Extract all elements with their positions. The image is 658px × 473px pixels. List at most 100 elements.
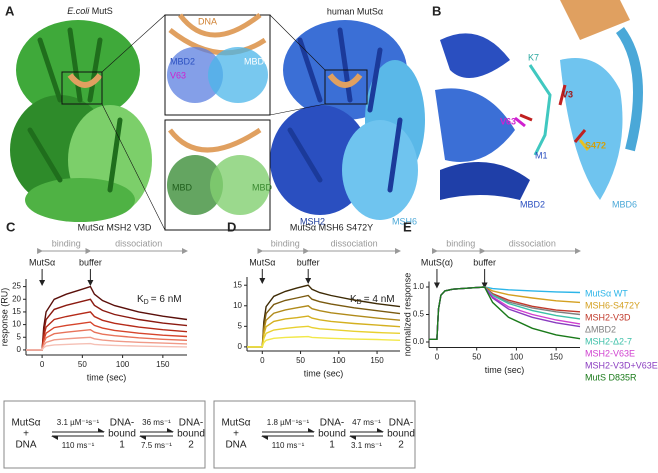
- data-line: [247, 325, 401, 348]
- rate: 1.8 µM⁻¹s⁻¹: [267, 418, 310, 427]
- x-tick-label: 0: [435, 353, 440, 362]
- data-line: [247, 284, 401, 348]
- legend-entry: MutS D835R: [585, 372, 637, 382]
- y-tick-label: 0.0: [413, 337, 425, 346]
- data-line: [26, 336, 188, 351]
- event-label: MutS(α): [421, 257, 453, 267]
- panel-letter: C: [6, 219, 16, 234]
- label: MBD6: [612, 199, 637, 209]
- label: MBD2: [170, 56, 195, 66]
- label: MSH6: [392, 216, 417, 226]
- event-label: MutSα: [249, 257, 275, 267]
- data-line: [26, 328, 188, 351]
- species: MutSα: [11, 418, 40, 429]
- data-line: [247, 294, 401, 348]
- protein: MutS: [92, 6, 113, 16]
- label: MBD6: [244, 56, 269, 66]
- legend-entry: MSH2-V3D: [585, 312, 631, 322]
- insets: [101, 13, 326, 231]
- rate: 3.1 ms⁻¹: [351, 441, 382, 450]
- y-tick-label: 0: [238, 342, 243, 351]
- y-tick-label: 0: [17, 345, 22, 354]
- event-label: buffer: [79, 257, 102, 267]
- label: MBD: [172, 182, 193, 192]
- label: V63: [170, 70, 186, 80]
- data-line: [26, 342, 188, 351]
- label: MSH2: [300, 216, 325, 226]
- label: MBD2: [520, 199, 545, 209]
- data-line: [247, 315, 401, 348]
- kd-subscript: D: [144, 299, 149, 306]
- species: 2: [398, 440, 404, 451]
- kd-label: KD = 4 nM: [350, 294, 395, 306]
- species: 1: [329, 440, 335, 451]
- label: DNA: [198, 16, 217, 26]
- y-tick-label: 5: [17, 332, 22, 341]
- scheme-box: [3, 400, 206, 469]
- panel-letter: E: [403, 219, 412, 234]
- phase-label: binding: [52, 238, 81, 248]
- species: MutSα: [221, 418, 250, 429]
- y-tick-label: 0.5: [413, 310, 425, 319]
- y-tick-label: 15: [12, 307, 21, 316]
- data-line: [247, 335, 401, 348]
- ecoli-structure: [10, 20, 152, 222]
- label: M1: [535, 150, 548, 160]
- data-line: [247, 305, 401, 348]
- scheme-box: [213, 400, 416, 469]
- panel-letter: A: [5, 3, 15, 18]
- phase-label: dissociation: [115, 238, 162, 248]
- x-tick-label: 100: [116, 360, 130, 369]
- species: 2: [188, 440, 194, 451]
- data-line: [429, 286, 581, 340]
- species: DNA: [15, 440, 36, 451]
- rate: 110 ms⁻¹: [62, 441, 95, 450]
- panel-letter: D: [227, 219, 236, 234]
- label: S472: [585, 140, 606, 150]
- legend-entry: MSH6-S472Y: [585, 300, 640, 310]
- human-structure: [270, 20, 425, 220]
- chart-title: MutSα MSH2 V3D: [78, 222, 152, 232]
- species: DNA-: [320, 418, 344, 429]
- species: E.coli: [67, 6, 90, 16]
- y-tick-label: 20: [12, 294, 21, 303]
- rate: 47 ms⁻¹: [352, 418, 381, 427]
- legend-entry: ΔMBD2: [585, 324, 616, 334]
- species: bound: [387, 429, 415, 440]
- y-axis-label: normalized response: [402, 273, 412, 357]
- panel-letter: B: [432, 3, 441, 18]
- species: +: [23, 429, 29, 440]
- y-tick-label: 10: [12, 320, 21, 329]
- rate: 3.1 µM⁻¹s⁻¹: [57, 418, 100, 427]
- legend-entry: MSH2-V63E: [585, 348, 635, 358]
- data-line: [26, 321, 188, 351]
- kd-symbol: K: [137, 294, 144, 305]
- y-tick-label: 10: [233, 301, 242, 310]
- label: V63: [500, 116, 516, 126]
- species: bound: [177, 429, 205, 440]
- species: DNA: [225, 440, 246, 451]
- x-tick-label: 0: [260, 356, 265, 365]
- species: DNA-: [179, 418, 203, 429]
- species: bound: [108, 429, 136, 440]
- chart-title: MutSα MSH6 S472Y: [290, 222, 373, 232]
- x-tick-label: 100: [510, 353, 524, 362]
- x-axis-label: time (sec): [87, 372, 127, 382]
- legend-entry: MutSα WT: [585, 288, 628, 298]
- x-tick-label: 50: [296, 356, 305, 365]
- x-tick-label: 50: [472, 353, 481, 362]
- species: DNA-: [389, 418, 413, 429]
- rate: 110 ms⁻¹: [272, 441, 305, 450]
- legend-entry: MSH2-Δ2-7: [585, 336, 632, 346]
- label: V3: [562, 89, 573, 99]
- event-label: buffer: [297, 257, 320, 267]
- kd-label: KD = 6 nM: [137, 294, 182, 306]
- data-line: [26, 298, 188, 351]
- panel-title: human MutSα: [327, 6, 383, 16]
- rate: 7.5 ms⁻¹: [141, 441, 172, 450]
- phase-label: dissociation: [331, 238, 378, 248]
- species: bound: [318, 429, 346, 440]
- rate: 36 ms⁻¹: [142, 418, 171, 427]
- x-axis-label: time (sec): [485, 365, 525, 375]
- label: K7: [528, 52, 539, 62]
